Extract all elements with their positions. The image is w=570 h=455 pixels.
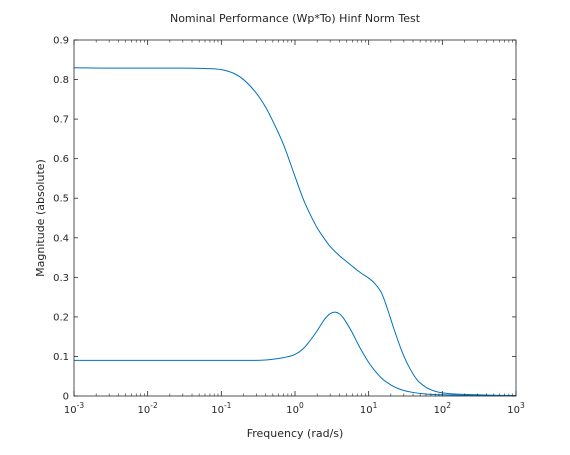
x-tick-label: 101: [360, 401, 378, 416]
x-tick-label: 10-3: [64, 401, 84, 416]
y-tick-label: 0: [63, 392, 69, 403]
x-tick-label: 10-2: [138, 401, 158, 416]
chart-title: Nominal Performance (Wp*To) Hinf Norm Te…: [170, 12, 421, 25]
x-tick-label: 103: [507, 401, 525, 416]
series-line-2: [73, 311, 516, 397]
series-line-1: [73, 67, 517, 397]
y-tick-label: 0.7: [53, 115, 69, 126]
x-tick-label: 100: [286, 401, 304, 416]
x-tick-label: 10-1: [211, 401, 231, 416]
y-tick-label: 0.8: [53, 75, 69, 86]
y-tick-label: 0.4: [53, 233, 69, 244]
y-tick-label: 0.2: [53, 312, 69, 323]
series-group: [73, 67, 517, 397]
y-tick-label: 0.9: [53, 36, 69, 47]
x-tick-label: 102: [434, 401, 452, 416]
plot-background: [74, 40, 516, 396]
ticks-group: 0 0.1 0.2 0.3 0.4 0.5 0.6 0.7 0.8 0.9 10-3 10-2 10-1…: [53, 36, 525, 417]
y-tick-label: 0.5: [53, 194, 69, 205]
y-axis-label: Magnitude (absolute): [34, 159, 47, 277]
x-axis-label: Frequency (rad/s): [247, 427, 344, 440]
axes-box: [73, 39, 517, 397]
y-tick-label: 0.1: [53, 352, 69, 363]
y-tick-label: 0.3: [53, 273, 69, 284]
plot-area: 0 0.1 0.2 0.3 0.4 0.5 0.6 0.7 0.8 0.9 10-3 10-2 10-1…: [53, 36, 525, 417]
y-tick-label: 0.6: [53, 154, 69, 165]
